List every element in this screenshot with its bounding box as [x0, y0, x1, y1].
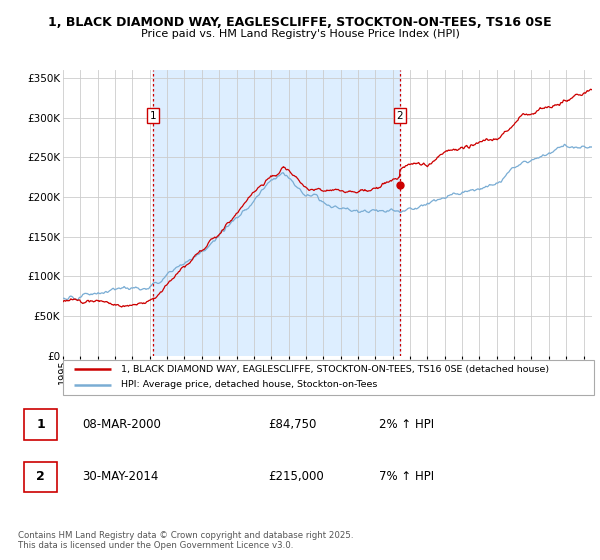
Text: 1: 1	[150, 111, 157, 121]
Text: Contains HM Land Registry data © Crown copyright and database right 2025.
This d: Contains HM Land Registry data © Crown c…	[18, 531, 353, 550]
Text: £84,750: £84,750	[268, 418, 316, 431]
Text: 2: 2	[397, 111, 403, 121]
Text: 1, BLACK DIAMOND WAY, EAGLESCLIFFE, STOCKTON-ON-TEES, TS16 0SE (detached house): 1, BLACK DIAMOND WAY, EAGLESCLIFFE, STOC…	[121, 365, 550, 374]
Text: £215,000: £215,000	[268, 470, 324, 483]
Text: HPI: Average price, detached house, Stockton-on-Tees: HPI: Average price, detached house, Stoc…	[121, 380, 378, 389]
Bar	[153, 70, 400, 356]
Text: 1: 1	[36, 418, 45, 431]
Text: 2: 2	[36, 470, 45, 483]
FancyBboxPatch shape	[63, 360, 594, 395]
Text: 30-MAY-2014: 30-MAY-2014	[82, 470, 158, 483]
FancyBboxPatch shape	[23, 461, 58, 492]
Text: 1, BLACK DIAMOND WAY, EAGLESCLIFFE, STOCKTON-ON-TEES, TS16 0SE: 1, BLACK DIAMOND WAY, EAGLESCLIFFE, STOC…	[48, 16, 552, 29]
Text: 7% ↑ HPI: 7% ↑ HPI	[379, 470, 434, 483]
Text: 2% ↑ HPI: 2% ↑ HPI	[379, 418, 434, 431]
Text: 08-MAR-2000: 08-MAR-2000	[82, 418, 161, 431]
Text: Price paid vs. HM Land Registry's House Price Index (HPI): Price paid vs. HM Land Registry's House …	[140, 29, 460, 39]
FancyBboxPatch shape	[23, 409, 58, 440]
